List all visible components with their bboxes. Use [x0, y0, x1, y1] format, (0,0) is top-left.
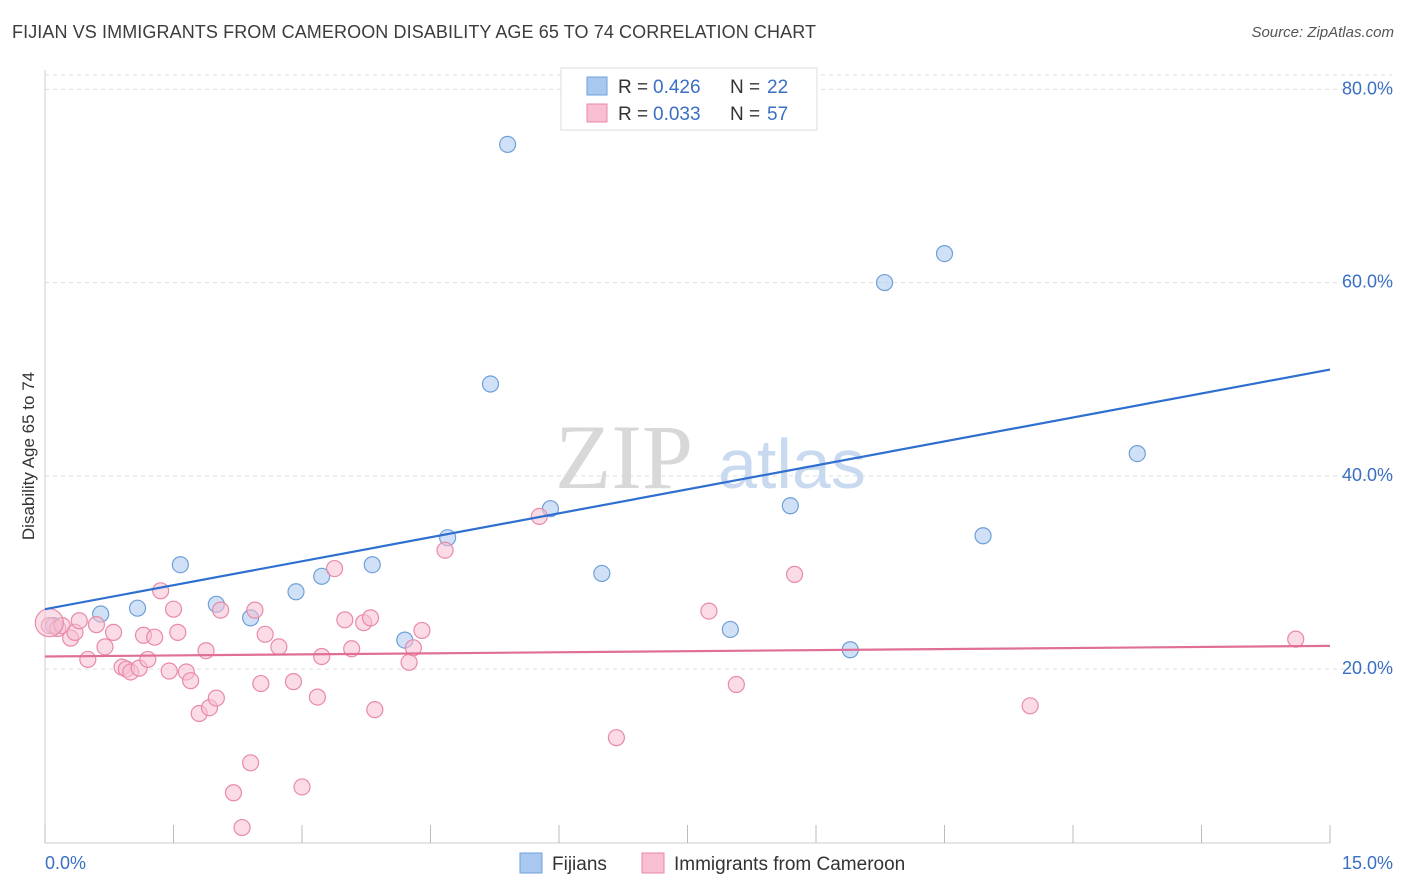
cameroon-point-18 — [160, 662, 178, 680]
data-points — [34, 135, 1305, 837]
cameroon-point-34 — [270, 638, 288, 656]
cameroon-point-27 — [212, 601, 230, 619]
cameroon-point-16 — [146, 628, 164, 646]
watermark-zip: ZIP — [555, 406, 693, 508]
axes — [44, 70, 1331, 844]
cameroon-point-30 — [242, 754, 260, 772]
cameroon-point-55 — [1287, 630, 1305, 648]
cameroon-point-45 — [400, 653, 418, 671]
cameroon-point-40 — [336, 611, 354, 629]
cameroon-point-41 — [343, 640, 361, 658]
cameroon-point-36 — [293, 778, 311, 796]
fijian-point-18 — [875, 273, 894, 292]
fijian-point-8 — [363, 556, 381, 574]
cameroon-point-54 — [1021, 697, 1039, 715]
y-tick-label-2: 60.0% — [1342, 272, 1393, 292]
fijian-point-7 — [313, 567, 331, 585]
cameroon-point-9 — [104, 623, 123, 641]
cameroon-point-38 — [313, 647, 331, 666]
legend-n-label-0: N = — [730, 77, 760, 98]
cameroon-point-39 — [325, 559, 344, 578]
fijian-point-15 — [721, 620, 739, 639]
bottom-legend-swatch-1 — [641, 852, 665, 874]
legend-swatch-0 — [586, 76, 608, 96]
legend-r-value-0: 0.426 — [653, 77, 701, 98]
cameroon-point-7 — [87, 616, 106, 634]
fijian-point-16 — [781, 497, 799, 515]
fijian-point-14 — [593, 564, 611, 583]
legend-n-value-1: 57 — [767, 104, 788, 125]
fijian-point-21 — [1128, 445, 1146, 463]
legend-r-value-1: 0.033 — [653, 104, 701, 125]
x-tick-label-1: 15.0% — [1342, 853, 1393, 873]
cameroon-point-29 — [233, 818, 251, 837]
chart-source: Source: ZipAtlas.com — [1251, 24, 1394, 41]
cameroon-point-32 — [252, 674, 270, 693]
cameroon-point-26 — [207, 689, 225, 707]
y-axis-title: Disability Age 65 to 74 — [19, 372, 38, 540]
cameroon-point-28 — [224, 784, 243, 802]
cameroon-point-53 — [785, 565, 804, 583]
fijian-point-20 — [974, 527, 992, 545]
cameroon-point-19 — [164, 600, 183, 618]
cameroon-point-48 — [436, 541, 454, 559]
bottom-legend-swatch-0 — [519, 852, 543, 874]
fijian-point-2 — [128, 599, 147, 617]
cameroon-point-20 — [169, 623, 187, 641]
grid-lines — [45, 74, 1392, 670]
fijian-point-11 — [481, 375, 500, 393]
cameroon-point-50 — [607, 729, 625, 747]
fijian-point-12 — [499, 135, 517, 154]
cameroon-point-44 — [366, 701, 384, 719]
cameroon-point-43 — [361, 609, 380, 627]
y-tick-label-0: 20.0% — [1342, 658, 1393, 678]
cameroon-point-46 — [404, 639, 422, 657]
cameroon-point-33 — [256, 625, 274, 643]
y-tick-label-1: 40.0% — [1342, 465, 1393, 485]
bottom-legend-label-1: Immigrants from Cameroon — [674, 854, 905, 875]
x-tick-label-0: 0.0% — [45, 853, 86, 873]
cameroon-point-6 — [79, 650, 97, 669]
legend-r-label-0: R = — [618, 77, 648, 98]
fijian-point-6 — [287, 583, 305, 601]
trend-lines — [44, 368, 1331, 658]
watermark: ZIP atlas — [555, 406, 866, 508]
legend-r-label-1: R = — [618, 104, 648, 125]
cameroon-point-5 — [70, 612, 88, 630]
legend-n-value-0: 22 — [767, 77, 788, 98]
cameroon-point-47 — [413, 621, 431, 640]
chart-title: FIJIAN VS IMMIGRANTS FROM CAMEROON DISAB… — [12, 22, 817, 42]
cameroon-point-52 — [727, 675, 745, 694]
cameroon-point-51 — [700, 602, 718, 620]
fijian-point-3 — [171, 556, 189, 574]
cameroon-point-15 — [139, 650, 157, 669]
y-tick-labels: 20.0% 40.0% 60.0% 80.0% — [1342, 78, 1393, 678]
legend-swatch-1 — [586, 103, 608, 123]
cameroon-point-22 — [182, 672, 200, 690]
cameroon-point-31 — [246, 601, 264, 619]
bottom-legend-label-0: Fijians — [552, 854, 607, 875]
fijian-point-19 — [935, 244, 954, 263]
cameroon-point-8 — [96, 638, 114, 656]
watermark-atlas: atlas — [718, 425, 866, 503]
cameroon-cluster-point — [34, 608, 64, 638]
cameroon-point-37 — [308, 688, 327, 706]
legend: R = 0.426 N = 22 R = 0.033 N = 57 — [560, 67, 818, 131]
legend-n-label-1: N = — [730, 104, 760, 125]
y-tick-label-3: 80.0% — [1342, 78, 1393, 98]
fijian-trend-line — [44, 368, 1331, 611]
x-tick-labels: 0.0% 15.0% — [45, 853, 1393, 873]
cameroon-trend-line — [44, 644, 1331, 658]
cameroon-point-35 — [284, 673, 303, 691]
cameroon-point-17 — [152, 582, 170, 600]
bottom-legend: Fijians Immigrants from Cameroon — [519, 852, 905, 875]
